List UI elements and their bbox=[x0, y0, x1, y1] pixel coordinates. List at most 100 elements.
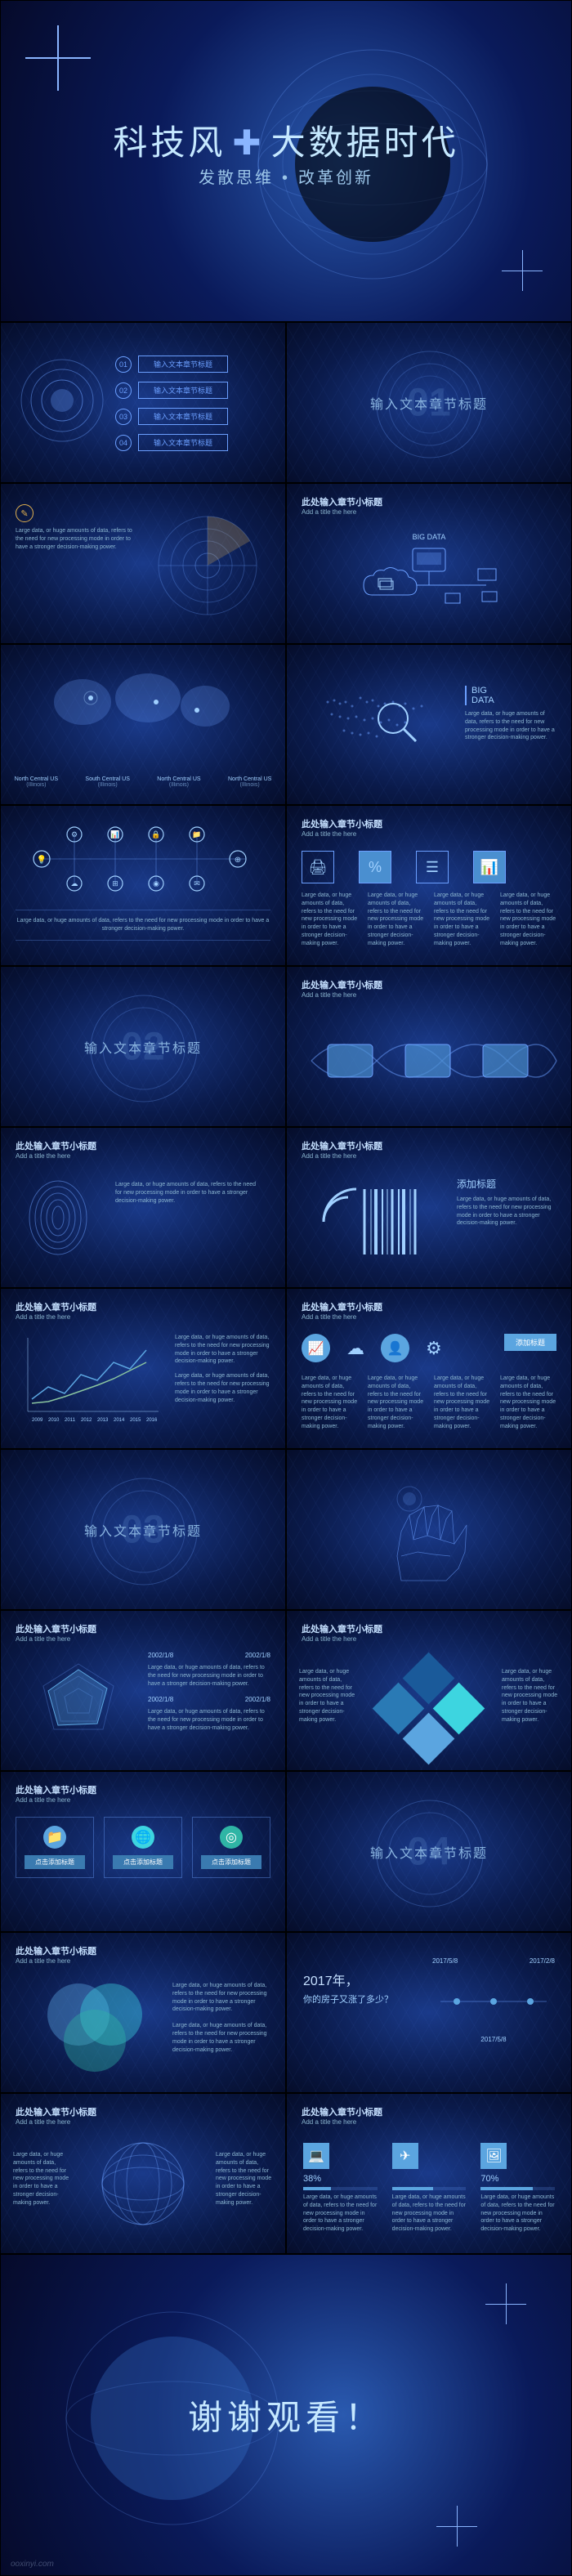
toc-item[interactable]: 02输入文本章节标题 bbox=[115, 382, 228, 399]
main-title: 科技风✚大数据时代 bbox=[113, 115, 458, 165]
svg-text:2011: 2011 bbox=[65, 1418, 76, 1423]
percent-icon: % bbox=[359, 851, 391, 883]
section-title: 输入文本章节标题 bbox=[84, 1037, 202, 1057]
plus-icon: ✚ bbox=[232, 123, 264, 162]
text-block: Large data, or huge amounts of data, ref… bbox=[216, 2151, 273, 2207]
slide-sub: Add a title the here bbox=[16, 1313, 70, 1321]
date-list: 2002/1/82002/1/8 Large data, or huge amo… bbox=[148, 1652, 270, 1733]
chart-slide: 此处输入章节小标题 Add a title the here 200920102… bbox=[0, 1288, 286, 1449]
section-title: 输入文本章节标题 bbox=[370, 1842, 488, 1862]
chart-icon: 📈 bbox=[302, 1334, 330, 1362]
send-icon: ✈ bbox=[392, 2143, 418, 2169]
toc-item[interactable]: 04输入文本章节标题 bbox=[115, 434, 228, 451]
barcode-graphic bbox=[307, 1173, 430, 1271]
percent-label: 70% bbox=[480, 2174, 555, 2184]
svg-text:2009: 2009 bbox=[32, 1418, 43, 1423]
percent-label bbox=[392, 2174, 467, 2184]
text-columns: Large data, or huge amounts of data, ref… bbox=[302, 1375, 556, 1431]
tag-button[interactable]: 添加标题 bbox=[504, 1334, 556, 1351]
slide-sub: Add a title the here bbox=[302, 1152, 356, 1160]
slide-title: 此处输入章节小标题 bbox=[16, 1622, 96, 1635]
laptop-icon: 💻 bbox=[303, 2143, 329, 2169]
card-button[interactable]: 点击添加标题 bbox=[25, 1855, 85, 1869]
toc-item[interactable]: 01输入文本章节标题 bbox=[115, 356, 228, 373]
progress-bar bbox=[303, 2187, 378, 2190]
section-title: 输入文本章节标题 bbox=[84, 1520, 202, 1540]
svg-text:🔒: 🔒 bbox=[151, 830, 160, 839]
slide-sub: Add a title the here bbox=[16, 1957, 70, 1965]
slide-sub: Add a title the here bbox=[16, 2118, 70, 2126]
user-icon: 👤 bbox=[381, 1334, 409, 1362]
radar-slide: 此处输入章节小标题 Add a title the here 2002/1/82… bbox=[0, 1610, 286, 1771]
slide-title: 此处输入章节小标题 bbox=[16, 1783, 96, 1796]
content-slide: 此处输入章节小标题 Add a title the here Large dat… bbox=[0, 2093, 286, 2254]
printer-icon: 🖨 bbox=[302, 851, 334, 883]
slide-sub: Add a title the here bbox=[302, 508, 356, 516]
region-labels: North Central US(Illinois) South Central… bbox=[1, 776, 285, 788]
globe-icon: 🌐 bbox=[132, 1826, 154, 1849]
text-block: BIG DATA Large data, or huge amounts of … bbox=[465, 686, 555, 742]
card-button[interactable]: 点击添加标题 bbox=[113, 1855, 173, 1869]
slide-title: 此处输入章节小标题 bbox=[302, 978, 382, 991]
line-chart: 2009201020112012 2013201420152016 bbox=[16, 1330, 163, 1428]
svg-text:2010: 2010 bbox=[48, 1418, 60, 1423]
section-title: 输入文本章节标题 bbox=[370, 393, 488, 413]
title-slide: 科技风✚大数据时代 发散思维•改革创新 bbox=[0, 0, 572, 322]
radar-chart bbox=[25, 1652, 132, 1758]
text-block: Large data, or huge amounts of data, ref… bbox=[502, 1668, 559, 1724]
slide-title: 此处输入章节小标题 bbox=[302, 817, 382, 830]
section-1-slide: 01 输入文本章节标题 bbox=[286, 322, 572, 483]
radial-graphic bbox=[17, 356, 107, 445]
content-slide: 此处输入章节小标题 Add a title the here Large dat… bbox=[0, 1127, 286, 1288]
icon-grid: 🖨 % ☰ 📊 bbox=[302, 851, 506, 883]
toc-item[interactable]: 03输入文本章节标题 bbox=[115, 408, 228, 425]
slide-title: 此处输入章节小标题 bbox=[16, 2105, 96, 2118]
body-text: Large data, or huge amounts of data, ref… bbox=[16, 910, 270, 941]
section-2-slide: 02 输入文本章节标题 bbox=[0, 966, 286, 1127]
slide-title: 此处输入章节小标题 bbox=[16, 1944, 96, 1957]
svg-text:2015: 2015 bbox=[130, 1418, 141, 1423]
wire-sphere bbox=[94, 2135, 192, 2233]
folder-icon: 📁 bbox=[43, 1826, 66, 1849]
progress-slide: 此处输入章节小标题 Add a title the here 💻 38% Lar… bbox=[286, 2093, 572, 2254]
venn-diagram bbox=[34, 1974, 156, 2080]
section-3-slide: 03 输入文本章节标题 bbox=[0, 1449, 286, 1610]
svg-text:☁: ☁ bbox=[71, 879, 78, 888]
svg-text:2014: 2014 bbox=[114, 1418, 125, 1423]
gear-icon: ⚙ bbox=[426, 1338, 442, 1359]
slide-sub: Add a title the here bbox=[302, 2118, 356, 2126]
target-icon: ◎ bbox=[220, 1826, 243, 1849]
toc-slide: 01输入文本章节标题 02输入文本章节标题 03输入文本章节标题 04输入文本章… bbox=[0, 322, 286, 483]
text-block: Large data, or huge amounts of data, ref… bbox=[175, 1334, 273, 1404]
timeline: 2017/5/82017/2/8 2017/5/8 bbox=[432, 1957, 555, 2043]
svg-text:2016: 2016 bbox=[146, 1418, 158, 1423]
watermark: ooxinyi.com bbox=[11, 2560, 54, 2569]
content-slide: BIG DATA Large data, or huge amounts of … bbox=[286, 644, 572, 805]
card-button[interactable]: 点击添加标题 bbox=[201, 1855, 261, 1869]
slide-sub: Add a title the here bbox=[302, 1635, 356, 1643]
slide-title: 此处输入章节小标题 bbox=[302, 495, 382, 508]
cloud-icon: ☁ bbox=[346, 1338, 364, 1359]
text-block: Large data, or huge amounts of data, ref… bbox=[172, 1982, 270, 2054]
slide-sub: Add a title the here bbox=[302, 1313, 356, 1321]
slide-title: 此处输入章节小标题 bbox=[302, 1622, 382, 1635]
chart-icon: 📊 bbox=[473, 851, 506, 883]
content-slide: 此处输入章节小标题 Add a title the here bbox=[286, 966, 572, 1127]
text-block: Large data, or huge amounts of data, ref… bbox=[115, 1181, 262, 1205]
image-icon: 🖼 bbox=[480, 2143, 507, 2169]
content-slide: 此处输入章节小标题 Add a title the here 📈 ☁ 👤 ⚙ 添… bbox=[286, 1288, 572, 1449]
stat-row: 💻 38% Large data, or huge amounts of dat… bbox=[303, 2143, 555, 2234]
slide-sub: Add a title the here bbox=[16, 1796, 70, 1804]
content-slide: 此处输入章节小标题 Add a title the here 📁 点击添加标题 … bbox=[0, 1771, 286, 1932]
content-slide: 此处输入章节小标题 Add a title the here BIG DATA bbox=[286, 483, 572, 644]
svg-text:📁: 📁 bbox=[192, 830, 201, 839]
wireframe-hand bbox=[352, 1474, 516, 1597]
slide-sub: Add a title the here bbox=[16, 1152, 70, 1160]
svg-text:📊: 📊 bbox=[110, 830, 119, 839]
icon-row: 📈 ☁ 👤 ⚙ bbox=[302, 1334, 442, 1362]
progress-bar bbox=[480, 2187, 555, 2190]
slide-sub: Add a title the here bbox=[302, 991, 356, 999]
slide-title: 此处输入章节小标题 bbox=[16, 1139, 96, 1152]
map-slide: North Central US(Illinois) South Central… bbox=[0, 644, 286, 805]
hand-slide bbox=[286, 1449, 572, 1610]
